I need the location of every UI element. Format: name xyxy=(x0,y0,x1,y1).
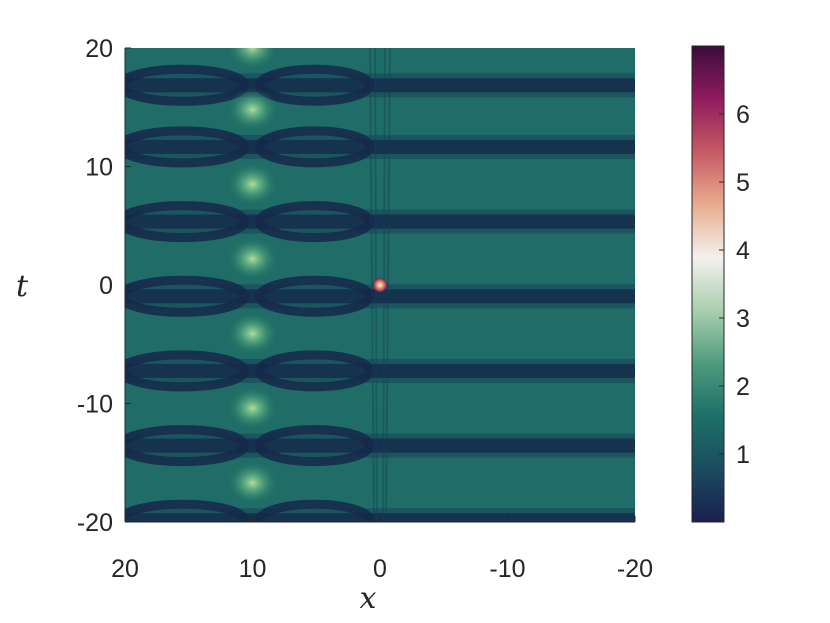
dark-band-halo xyxy=(125,134,635,159)
breather-peak xyxy=(226,236,279,281)
heatmap-dark-bands xyxy=(125,73,635,522)
dark-band-halo xyxy=(125,433,635,458)
breather-loop xyxy=(255,425,374,467)
breather-loop xyxy=(255,126,374,168)
breather-loop xyxy=(125,126,249,168)
dark-band xyxy=(125,438,635,453)
x-tick-label: 20 xyxy=(111,555,139,583)
breather-loop xyxy=(125,425,249,467)
y-tick-label: 20 xyxy=(85,35,113,63)
colorbar-tick-label: 1 xyxy=(736,441,750,469)
colorbar-tick-label: 5 xyxy=(736,169,750,197)
ripple-line xyxy=(385,48,391,522)
dark-band xyxy=(125,289,635,304)
breather-peak xyxy=(226,460,279,505)
breather-peak xyxy=(226,386,279,431)
breather-loop xyxy=(255,201,374,243)
breather-loop xyxy=(125,350,249,392)
x-tick-label: -20 xyxy=(617,555,653,583)
colorbar-ticks: 1 2 3 4 5 6 xyxy=(719,101,750,469)
dark-band xyxy=(125,139,635,154)
breather-loop xyxy=(255,64,374,106)
y-tick-label: -20 xyxy=(77,509,113,537)
dark-band xyxy=(125,363,635,378)
colorbar-tick-label: 6 xyxy=(736,101,750,129)
breather-peak xyxy=(226,162,279,207)
ripple-line xyxy=(369,48,375,522)
colorbar: 1 2 3 4 5 6 xyxy=(691,45,750,523)
colorbar-tick-label: 2 xyxy=(736,373,750,401)
x-tick-label: -10 xyxy=(489,555,525,583)
x-tick-label: 10 xyxy=(239,555,267,583)
y-ticks: 20 10 0 -10 -20 xyxy=(77,35,131,537)
y-axis-label: t xyxy=(16,269,29,304)
axes: 20 10 0 -10 -20 20 10 0 -10 -20 x t xyxy=(16,35,653,616)
rogue-wave-peak xyxy=(373,278,387,292)
x-ticks: 20 10 0 -10 -20 xyxy=(111,516,653,583)
breather-loop xyxy=(255,350,374,392)
heatmap xyxy=(125,48,635,522)
dark-band-halo xyxy=(125,73,635,98)
colorbar-tick-label: 4 xyxy=(736,237,750,265)
rogue-peak-mark xyxy=(373,278,387,292)
dark-band-halo xyxy=(125,358,635,383)
x-tick-label: 0 xyxy=(373,555,387,583)
x-axis-label: x xyxy=(360,581,377,616)
breather-peak xyxy=(226,48,279,70)
breather-loop xyxy=(125,64,249,106)
y-tick-label: 0 xyxy=(99,272,113,300)
colorbar-gradient xyxy=(691,45,725,523)
breather-loop xyxy=(255,275,374,317)
breather-peak xyxy=(226,311,279,356)
y-tick-label: 10 xyxy=(85,154,113,182)
breather-loops xyxy=(125,64,374,522)
dark-band-halo xyxy=(125,209,635,234)
colorbar-tick-label: 3 xyxy=(736,305,750,333)
dark-band xyxy=(125,214,635,229)
breather-peak xyxy=(226,87,279,132)
breather-loop xyxy=(125,275,249,317)
breather-peaks xyxy=(226,48,279,505)
y-tick-label: -10 xyxy=(77,391,113,419)
breather-loop xyxy=(125,201,249,243)
breather-loop xyxy=(255,499,374,522)
breather-loop xyxy=(125,499,249,522)
